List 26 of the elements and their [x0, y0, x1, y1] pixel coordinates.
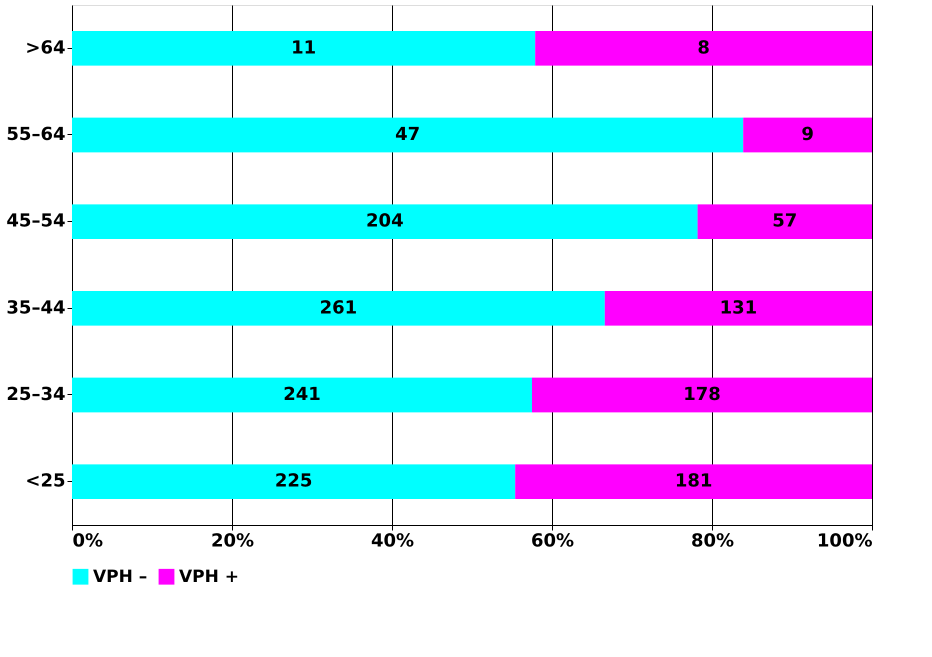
- annotation: 57: [772, 210, 798, 232]
- x-tick-label: 100%: [816, 530, 872, 552]
- legend-label: VPH +: [179, 566, 240, 587]
- x-tick-label: 40%: [370, 530, 414, 552]
- y-tick-label: 55–64: [6, 124, 66, 145]
- annotation: 8: [697, 37, 710, 58]
- x-tick-label: 20%: [210, 530, 254, 552]
- x-tick-label: 80%: [690, 530, 734, 552]
- x-tick-label: 60%: [530, 530, 574, 552]
- x-tick-label: 0%: [72, 530, 104, 552]
- annotation: 261: [320, 297, 358, 318]
- legend-label: VPH –: [93, 566, 148, 587]
- y-tick-label: 35–44: [6, 297, 66, 318]
- annotation: 9: [801, 124, 814, 145]
- y-tick-label: 25–34: [6, 384, 66, 405]
- annotation: 204: [366, 210, 404, 232]
- annotation: 178: [683, 384, 721, 405]
- annotation: 181: [674, 470, 712, 492]
- y-tick-label: >64: [25, 37, 66, 58]
- y-tick-label: <25: [25, 470, 66, 492]
- annotation: 241: [283, 384, 321, 405]
- annotation: 47: [395, 124, 420, 145]
- annotation: 131: [720, 297, 758, 318]
- annotation: 225: [274, 470, 312, 492]
- y-tick-label: 45–54: [6, 210, 66, 232]
- annotation: 11: [291, 37, 316, 58]
